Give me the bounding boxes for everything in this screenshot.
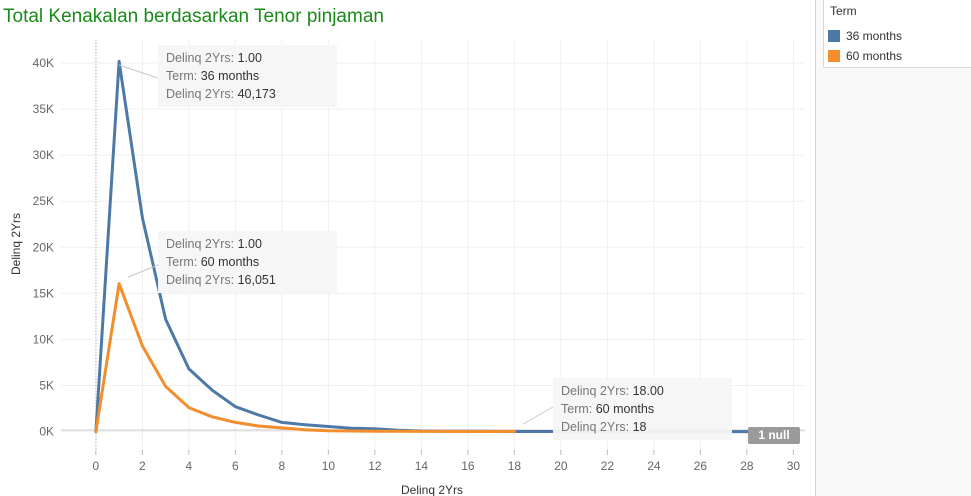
tooltip-36-months: Delinq 2Yrs: 1.00 Term: 36 months Delinq… (158, 45, 337, 107)
x-tick-label: 4 (186, 459, 193, 473)
series-line-60-months[interactable] (94, 282, 516, 434)
tooltip-value: 1.00 (237, 51, 262, 65)
tooltip-value: 60 months (200, 255, 260, 269)
tooltip-60-months-18: Delinq 2Yrs: 18.00 Term: 60 months Delin… (553, 378, 732, 440)
x-tick-label: 0 (93, 459, 100, 473)
x-tick-label: 14 (415, 459, 429, 473)
x-tick-label: 20 (554, 459, 568, 473)
legend-swatch (828, 30, 840, 42)
x-tick-label: 22 (601, 459, 615, 473)
y-tick-label: 20K (33, 240, 54, 254)
x-tick-label: 12 (368, 459, 382, 473)
tooltip-label: Delinq 2Yrs: (561, 384, 630, 398)
tooltip-pointer-2 (127, 264, 159, 278)
y-tick-label: 0K (39, 425, 54, 439)
legend-item-36-months[interactable]: 36 months (828, 29, 902, 43)
chart-title: Total Kenakalan berdasarkan Tenor pinjam… (3, 6, 384, 27)
tooltip-value: 36 months (200, 69, 260, 83)
legend-title: Term (830, 4, 857, 18)
y-tick-label: 35K (33, 102, 54, 116)
x-tick-label: 10 (322, 459, 336, 473)
tooltip-pointer-1 (118, 64, 159, 79)
tooltip-label: Term: (166, 255, 198, 269)
tooltip-label: Delinq 2Yrs: (561, 420, 630, 434)
y-axis-ticks: 0K 5K 10K 15K 20K 25K 30K 35K 40K (33, 56, 54, 439)
y-tick-label: 15K (33, 286, 54, 300)
legend-label: 60 months (846, 49, 903, 63)
tooltip-value: 60 months (595, 402, 655, 416)
x-tick-label: 28 (740, 459, 754, 473)
tooltip-label: Delinq 2Yrs: (166, 87, 235, 101)
tooltip-value: 18 (632, 420, 647, 434)
y-tick-label: 25K (33, 194, 54, 208)
y-tick-label: 40K (33, 56, 54, 70)
tooltip-value: 40,173 (237, 87, 276, 101)
tooltip-label: Delinq 2Yrs: (166, 273, 235, 287)
tooltip-label: Term: (166, 69, 198, 83)
x-axis-ticks: 0 2 4 6 8 10 12 14 16 18 20 22 24 26 28 30 (93, 450, 801, 473)
x-tick-label: 26 (694, 459, 708, 473)
x-tick-label: 8 (279, 459, 286, 473)
x-tick-label: 6 (232, 459, 239, 473)
tooltip-60-months: Delinq 2Yrs: 1.00 Term: 60 months Delinq… (158, 231, 337, 293)
legend-swatch (828, 50, 840, 62)
x-axis-title: Delinq 2Yrs (401, 483, 463, 496)
y-tick-label: 5K (39, 379, 54, 393)
y-tick-label: 10K (33, 332, 54, 346)
legend-label: 36 months (846, 29, 903, 43)
tooltip-pointer-3 (522, 406, 554, 425)
legend-panel: Term 36 months 60 months (815, 0, 971, 496)
x-tick-label: 16 (461, 459, 475, 473)
tooltip-label: Delinq 2Yrs: (166, 237, 235, 251)
y-tick-label: 30K (33, 148, 54, 162)
legend-item-60-months[interactable]: 60 months (828, 49, 902, 63)
tooltip-value: 18.00 (632, 384, 664, 398)
x-tick-label: 24 (647, 459, 661, 473)
x-tick-label: 18 (508, 459, 522, 473)
null-indicator-badge[interactable]: 1 null (748, 427, 800, 444)
legend: Term 36 months 60 months (823, 0, 971, 68)
tooltip-label: Delinq 2Yrs: (166, 51, 235, 65)
tooltip-value: 1.00 (237, 237, 262, 251)
y-axis-title: Delinq 2Yrs (9, 213, 23, 275)
tooltip-value: 16,051 (237, 273, 276, 287)
x-tick-label: 2 (139, 459, 146, 473)
tooltip-label: Term: (561, 402, 593, 416)
x-tick-label: 30 (787, 459, 801, 473)
